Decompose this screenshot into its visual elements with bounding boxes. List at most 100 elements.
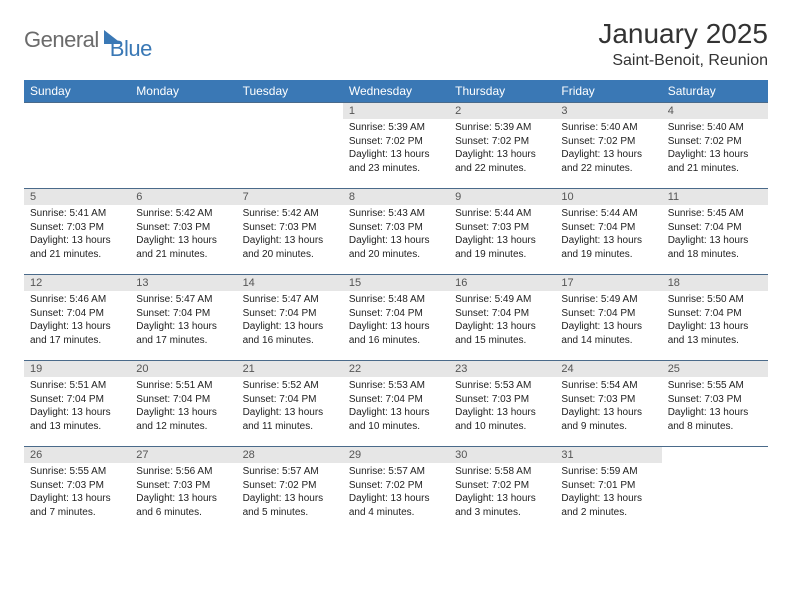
day-details: Sunrise: 5:56 AMSunset: 7:03 PMDaylight:… bbox=[130, 463, 236, 523]
calendar-cell: 22Sunrise: 5:53 AMSunset: 7:04 PMDayligh… bbox=[343, 360, 449, 446]
calendar-cell: 8Sunrise: 5:43 AMSunset: 7:03 PMDaylight… bbox=[343, 188, 449, 274]
day-number: 11 bbox=[662, 188, 768, 205]
page-title: January 2025 bbox=[598, 18, 768, 50]
day-details: Sunrise: 5:49 AMSunset: 7:04 PMDaylight:… bbox=[555, 291, 661, 351]
day-details: Sunrise: 5:55 AMSunset: 7:03 PMDaylight:… bbox=[662, 377, 768, 437]
logo-text-blue: Blue bbox=[110, 36, 152, 62]
day-number: 10 bbox=[555, 188, 661, 205]
weekday-header-row: SundayMondayTuesdayWednesdayThursdayFrid… bbox=[24, 80, 768, 102]
calendar-cell: 4Sunrise: 5:40 AMSunset: 7:02 PMDaylight… bbox=[662, 102, 768, 188]
day-details: Sunrise: 5:53 AMSunset: 7:03 PMDaylight:… bbox=[449, 377, 555, 437]
daynum-bar-empty bbox=[24, 102, 130, 119]
day-number: 13 bbox=[130, 274, 236, 291]
calendar-cell: 29Sunrise: 5:57 AMSunset: 7:02 PMDayligh… bbox=[343, 446, 449, 532]
day-details: Sunrise: 5:57 AMSunset: 7:02 PMDaylight:… bbox=[343, 463, 449, 523]
calendar-cell: 2Sunrise: 5:39 AMSunset: 7:02 PMDaylight… bbox=[449, 102, 555, 188]
day-number: 4 bbox=[662, 102, 768, 119]
title-block: January 2025 Saint-Benoit, Reunion bbox=[598, 18, 768, 70]
calendar-week-row: 26Sunrise: 5:55 AMSunset: 7:03 PMDayligh… bbox=[24, 446, 768, 532]
day-details: Sunrise: 5:47 AMSunset: 7:04 PMDaylight:… bbox=[237, 291, 343, 351]
day-details: Sunrise: 5:59 AMSunset: 7:01 PMDaylight:… bbox=[555, 463, 661, 523]
day-details: Sunrise: 5:53 AMSunset: 7:04 PMDaylight:… bbox=[343, 377, 449, 437]
day-number: 30 bbox=[449, 446, 555, 463]
day-number: 29 bbox=[343, 446, 449, 463]
day-details: Sunrise: 5:51 AMSunset: 7:04 PMDaylight:… bbox=[24, 377, 130, 437]
day-number: 18 bbox=[662, 274, 768, 291]
day-details: Sunrise: 5:39 AMSunset: 7:02 PMDaylight:… bbox=[449, 119, 555, 179]
day-details: Sunrise: 5:45 AMSunset: 7:04 PMDaylight:… bbox=[662, 205, 768, 265]
calendar-cell: 25Sunrise: 5:55 AMSunset: 7:03 PMDayligh… bbox=[662, 360, 768, 446]
day-details: Sunrise: 5:40 AMSunset: 7:02 PMDaylight:… bbox=[555, 119, 661, 179]
day-details: Sunrise: 5:49 AMSunset: 7:04 PMDaylight:… bbox=[449, 291, 555, 351]
day-details: Sunrise: 5:47 AMSunset: 7:04 PMDaylight:… bbox=[130, 291, 236, 351]
daynum-bar-empty bbox=[130, 102, 236, 119]
calendar-cell: 9Sunrise: 5:44 AMSunset: 7:03 PMDaylight… bbox=[449, 188, 555, 274]
day-number: 7 bbox=[237, 188, 343, 205]
day-number: 15 bbox=[343, 274, 449, 291]
calendar-cell: 23Sunrise: 5:53 AMSunset: 7:03 PMDayligh… bbox=[449, 360, 555, 446]
weekday-header: Sunday bbox=[24, 80, 130, 102]
weekday-header: Monday bbox=[130, 80, 236, 102]
calendar-cell: 13Sunrise: 5:47 AMSunset: 7:04 PMDayligh… bbox=[130, 274, 236, 360]
day-number: 5 bbox=[24, 188, 130, 205]
day-details: Sunrise: 5:51 AMSunset: 7:04 PMDaylight:… bbox=[130, 377, 236, 437]
calendar-cell bbox=[237, 102, 343, 188]
calendar-cell: 5Sunrise: 5:41 AMSunset: 7:03 PMDaylight… bbox=[24, 188, 130, 274]
calendar-cell: 28Sunrise: 5:57 AMSunset: 7:02 PMDayligh… bbox=[237, 446, 343, 532]
calendar-cell: 1Sunrise: 5:39 AMSunset: 7:02 PMDaylight… bbox=[343, 102, 449, 188]
calendar-cell: 14Sunrise: 5:47 AMSunset: 7:04 PMDayligh… bbox=[237, 274, 343, 360]
logo-text-general: General bbox=[24, 27, 99, 53]
day-number: 6 bbox=[130, 188, 236, 205]
calendar-cell: 27Sunrise: 5:56 AMSunset: 7:03 PMDayligh… bbox=[130, 446, 236, 532]
day-details: Sunrise: 5:46 AMSunset: 7:04 PMDaylight:… bbox=[24, 291, 130, 351]
day-details: Sunrise: 5:57 AMSunset: 7:02 PMDaylight:… bbox=[237, 463, 343, 523]
day-details: Sunrise: 5:40 AMSunset: 7:02 PMDaylight:… bbox=[662, 119, 768, 179]
daynum-bar-empty bbox=[237, 102, 343, 119]
calendar-cell: 20Sunrise: 5:51 AMSunset: 7:04 PMDayligh… bbox=[130, 360, 236, 446]
day-number: 31 bbox=[555, 446, 661, 463]
calendar-cell: 31Sunrise: 5:59 AMSunset: 7:01 PMDayligh… bbox=[555, 446, 661, 532]
calendar-week-row: 5Sunrise: 5:41 AMSunset: 7:03 PMDaylight… bbox=[24, 188, 768, 274]
calendar-cell: 12Sunrise: 5:46 AMSunset: 7:04 PMDayligh… bbox=[24, 274, 130, 360]
day-details: Sunrise: 5:42 AMSunset: 7:03 PMDaylight:… bbox=[130, 205, 236, 265]
day-number: 22 bbox=[343, 360, 449, 377]
calendar-cell: 30Sunrise: 5:58 AMSunset: 7:02 PMDayligh… bbox=[449, 446, 555, 532]
calendar-cell bbox=[130, 102, 236, 188]
calendar-cell: 16Sunrise: 5:49 AMSunset: 7:04 PMDayligh… bbox=[449, 274, 555, 360]
day-details: Sunrise: 5:58 AMSunset: 7:02 PMDaylight:… bbox=[449, 463, 555, 523]
day-details: Sunrise: 5:44 AMSunset: 7:03 PMDaylight:… bbox=[449, 205, 555, 265]
calendar-cell: 21Sunrise: 5:52 AMSunset: 7:04 PMDayligh… bbox=[237, 360, 343, 446]
logo: General Blue bbox=[24, 18, 152, 62]
day-number: 24 bbox=[555, 360, 661, 377]
calendar-cell: 17Sunrise: 5:49 AMSunset: 7:04 PMDayligh… bbox=[555, 274, 661, 360]
day-number: 20 bbox=[130, 360, 236, 377]
calendar-week-row: 1Sunrise: 5:39 AMSunset: 7:02 PMDaylight… bbox=[24, 102, 768, 188]
day-details: Sunrise: 5:55 AMSunset: 7:03 PMDaylight:… bbox=[24, 463, 130, 523]
calendar-cell: 24Sunrise: 5:54 AMSunset: 7:03 PMDayligh… bbox=[555, 360, 661, 446]
calendar-week-row: 12Sunrise: 5:46 AMSunset: 7:04 PMDayligh… bbox=[24, 274, 768, 360]
day-number: 28 bbox=[237, 446, 343, 463]
day-number: 23 bbox=[449, 360, 555, 377]
day-details: Sunrise: 5:52 AMSunset: 7:04 PMDaylight:… bbox=[237, 377, 343, 437]
day-details: Sunrise: 5:54 AMSunset: 7:03 PMDaylight:… bbox=[555, 377, 661, 437]
day-number: 21 bbox=[237, 360, 343, 377]
calendar-cell: 11Sunrise: 5:45 AMSunset: 7:04 PMDayligh… bbox=[662, 188, 768, 274]
calendar-table: SundayMondayTuesdayWednesdayThursdayFrid… bbox=[24, 80, 768, 532]
calendar-cell: 3Sunrise: 5:40 AMSunset: 7:02 PMDaylight… bbox=[555, 102, 661, 188]
day-details: Sunrise: 5:50 AMSunset: 7:04 PMDaylight:… bbox=[662, 291, 768, 351]
calendar-page: General Blue January 2025 Saint-Benoit, … bbox=[0, 0, 792, 550]
day-details: Sunrise: 5:43 AMSunset: 7:03 PMDaylight:… bbox=[343, 205, 449, 265]
day-number: 3 bbox=[555, 102, 661, 119]
day-details: Sunrise: 5:41 AMSunset: 7:03 PMDaylight:… bbox=[24, 205, 130, 265]
weekday-header: Thursday bbox=[449, 80, 555, 102]
calendar-cell bbox=[24, 102, 130, 188]
day-number: 2 bbox=[449, 102, 555, 119]
daynum-bar-empty bbox=[662, 446, 768, 463]
day-number: 12 bbox=[24, 274, 130, 291]
weekday-header: Tuesday bbox=[237, 80, 343, 102]
calendar-cell: 6Sunrise: 5:42 AMSunset: 7:03 PMDaylight… bbox=[130, 188, 236, 274]
weekday-header: Saturday bbox=[662, 80, 768, 102]
weekday-header: Friday bbox=[555, 80, 661, 102]
day-number: 25 bbox=[662, 360, 768, 377]
day-number: 17 bbox=[555, 274, 661, 291]
